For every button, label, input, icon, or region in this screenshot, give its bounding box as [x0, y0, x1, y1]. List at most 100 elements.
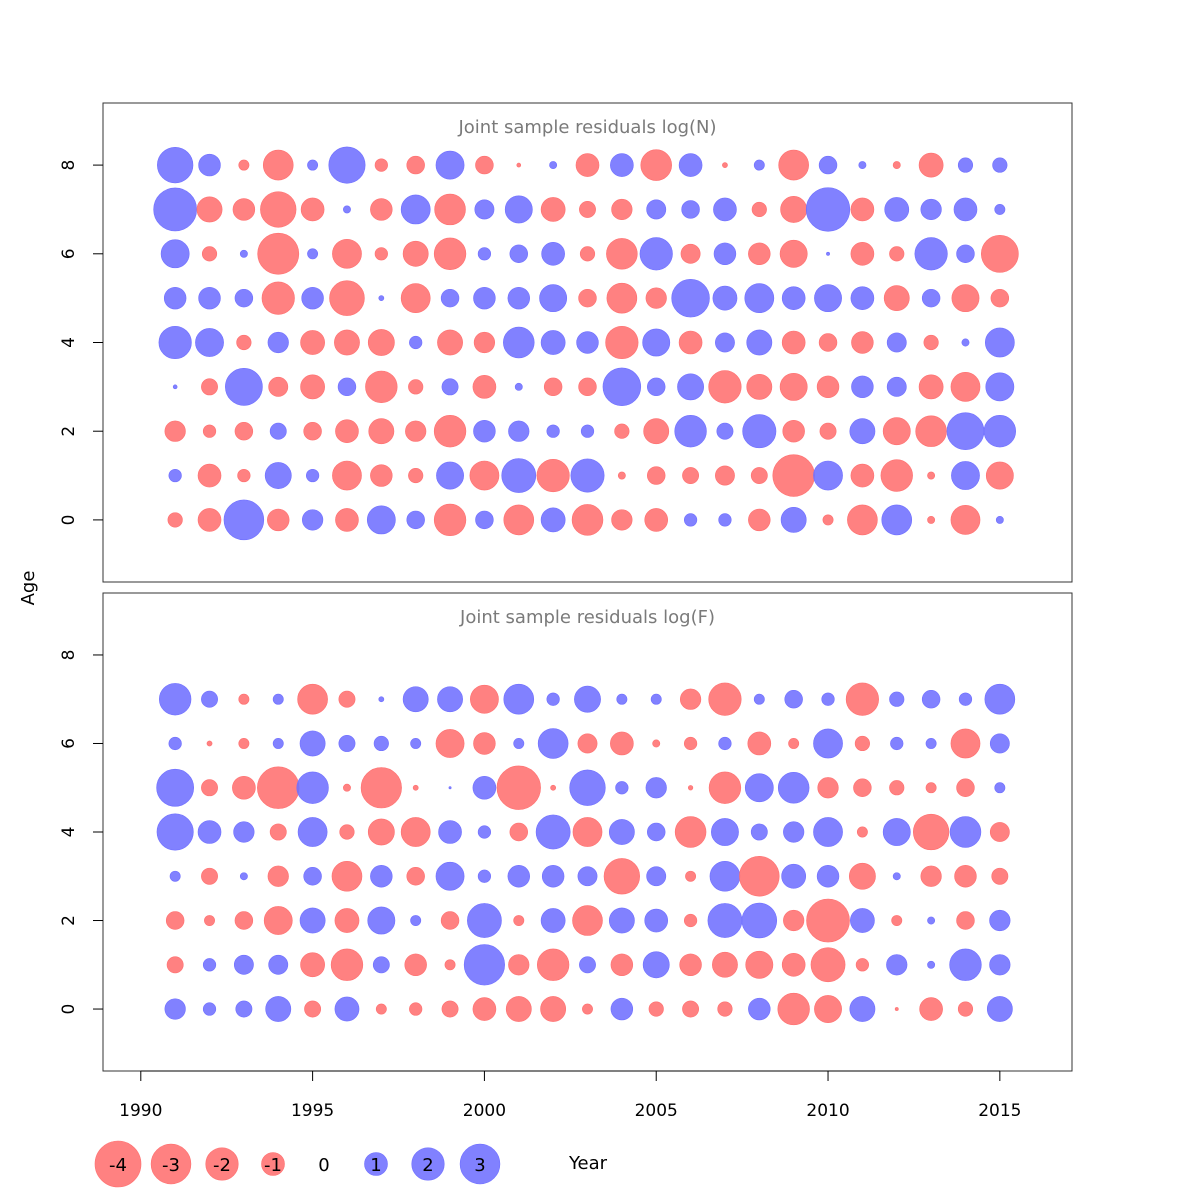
bubble	[923, 334, 939, 351]
bubble	[961, 338, 970, 347]
bubble	[782, 419, 805, 443]
bubble	[783, 821, 805, 843]
bubble	[337, 377, 357, 397]
bubble	[680, 243, 701, 264]
bubble	[652, 739, 661, 748]
bubble	[611, 509, 633, 531]
bubble	[467, 903, 502, 938]
bubble	[409, 1002, 423, 1016]
bubble	[206, 740, 213, 747]
legend-bubble	[205, 1147, 239, 1181]
bubble	[814, 995, 842, 1023]
bubble	[616, 693, 628, 705]
bubble	[779, 372, 808, 401]
bubble	[234, 911, 254, 930]
bubble	[681, 200, 700, 219]
bubble	[368, 418, 395, 445]
bubble	[334, 329, 360, 356]
bubble	[889, 780, 905, 796]
bubble	[679, 953, 702, 976]
bubble	[435, 150, 465, 180]
bubble	[921, 690, 941, 709]
x-tick-label: 2000	[463, 1101, 506, 1121]
bubble	[225, 368, 263, 406]
bubble	[707, 903, 743, 938]
bubble	[674, 415, 707, 448]
bubble	[472, 997, 497, 1021]
y-tick-label: 2	[59, 915, 79, 926]
y-tick-label: 4	[59, 337, 79, 348]
bubble	[617, 471, 626, 480]
bubble	[306, 468, 320, 483]
bubble	[272, 693, 284, 705]
bubble	[858, 161, 867, 170]
bubble	[711, 818, 739, 846]
bubble	[615, 781, 629, 795]
bubble	[160, 239, 190, 269]
bubble	[806, 898, 850, 943]
x-tick-label: 1990	[119, 1101, 162, 1121]
bubble	[223, 499, 265, 541]
bubble	[440, 288, 460, 308]
bubble	[985, 372, 1015, 402]
bubble	[817, 777, 839, 799]
bubble	[261, 281, 295, 315]
bubble	[402, 240, 429, 267]
bubble	[850, 286, 875, 310]
bubble	[197, 463, 222, 488]
bubble	[579, 246, 596, 262]
bubble	[198, 153, 221, 177]
bubble	[709, 860, 741, 892]
bubble	[503, 326, 535, 359]
bubble	[475, 510, 494, 530]
x-axis: 1990 1995 2000 2005 2010 2015	[119, 1070, 1021, 1121]
bubble	[406, 155, 425, 175]
bubble	[849, 996, 876, 1022]
legend-label: -1	[264, 1155, 282, 1176]
bubble	[334, 996, 360, 1022]
bubble	[671, 278, 710, 318]
bubble	[753, 159, 765, 171]
bubble	[918, 152, 944, 178]
bubble	[264, 462, 292, 489]
bubble	[682, 467, 700, 484]
bubble	[889, 246, 905, 262]
bubble	[237, 468, 251, 483]
bubble	[238, 693, 250, 705]
bubble	[472, 775, 497, 800]
bubble	[412, 784, 419, 791]
panel-1: Joint sample residuals log(N) 0 2 4 6 8	[59, 102, 1073, 583]
bubble	[202, 1002, 217, 1016]
bubble	[886, 376, 907, 397]
bubble	[307, 248, 319, 260]
bubble	[543, 377, 563, 397]
bubble	[234, 421, 254, 441]
bubble	[509, 244, 528, 264]
bubble	[850, 197, 875, 222]
bubble-group	[156, 682, 1016, 1026]
bubble	[678, 153, 703, 177]
bubble	[373, 735, 389, 752]
bubble	[405, 420, 427, 442]
bubble	[647, 822, 666, 842]
bubble	[197, 820, 222, 844]
bubble	[195, 328, 224, 357]
bubble	[433, 415, 467, 448]
bubble	[335, 508, 359, 532]
y-tick-label: 4	[59, 827, 79, 838]
bubble	[644, 508, 669, 532]
bubble	[267, 508, 290, 532]
panel-2: Joint sample residuals log(F) 0 2 4 6 8	[59, 592, 1073, 1072]
bubble	[639, 237, 673, 271]
bubble	[338, 690, 356, 708]
bubble	[956, 244, 975, 264]
bubble	[780, 507, 807, 533]
bubble	[444, 959, 456, 971]
bubble	[921, 288, 941, 308]
bubble	[990, 288, 1010, 308]
bubble	[433, 237, 467, 270]
bubble	[537, 728, 569, 759]
bubble	[300, 197, 325, 222]
bubble	[816, 865, 840, 888]
